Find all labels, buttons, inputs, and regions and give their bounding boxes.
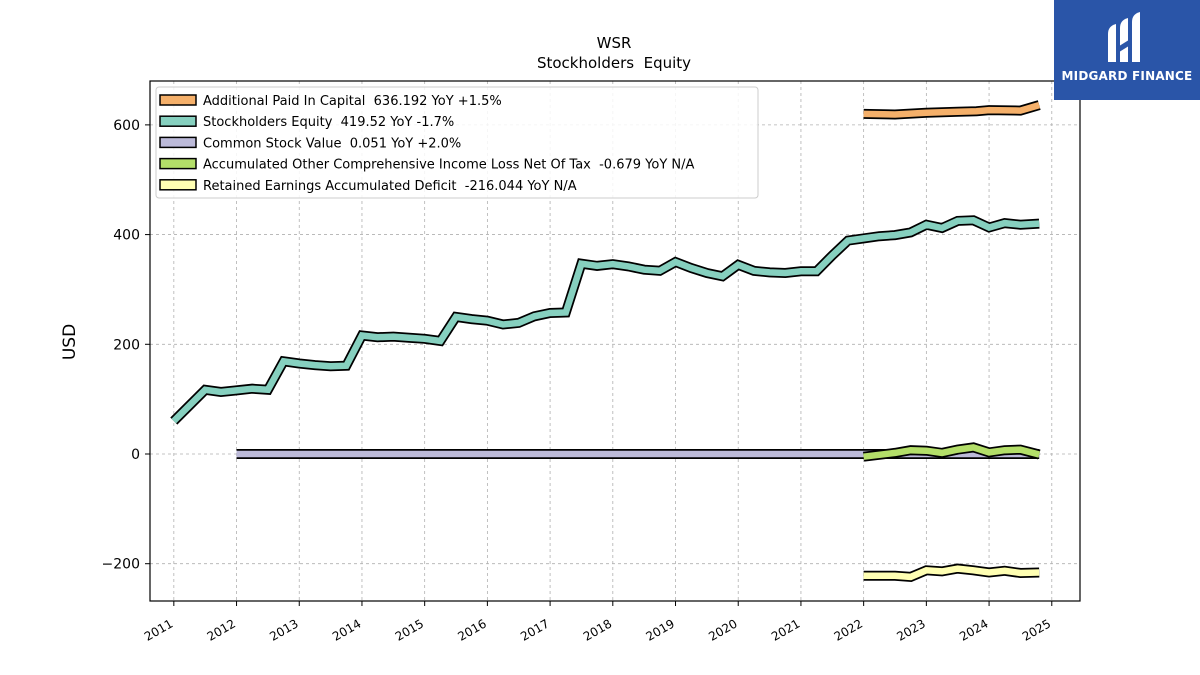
plot-frame [149,80,1081,602]
x-tick-label: 2022 [832,616,865,643]
x-tick-label: 2019 [644,616,677,643]
chart-title: WSR [597,34,632,52]
x-tick-label: 2015 [393,616,426,643]
chart-subtitle: Stockholders Equity [537,54,691,72]
legend-label-3: Accumulated Other Comprehensive Income L… [203,158,694,173]
legend-swatch-4 [159,179,197,191]
y-axis-label: USD [60,324,80,360]
legend: Additional Paid In Capital 636.192 YoY +… [155,86,759,199]
x-tick-label: 2017 [518,616,551,643]
x-tick-label: 2018 [581,616,614,643]
y-axis: −200 0 200 400 600 [102,118,150,573]
series-line-0 [863,101,1041,118]
legend-swatch-2 [159,136,197,149]
x-tick-label: 2013 [267,616,300,643]
midgard-logo-icon [1108,12,1140,62]
legend-box [155,86,759,199]
x-tick-label: 2016 [455,616,488,643]
x-tick-label: 2020 [706,616,739,643]
logo-text: MIDGARD FINANCE [1061,69,1193,83]
legend-label-1: Stockholders Equity 419.52 YoY -1.7% [203,115,454,130]
x-tick-label: 2023 [894,616,927,643]
legend-label-4: Retained Earnings Accumulated Deficit -2… [203,179,577,194]
y-tick-label: 400 [113,228,140,244]
series-line-3 [863,444,1041,460]
brand-logo: MIDGARD FINANCE [1054,0,1200,100]
series-line-1 [171,217,1040,424]
x-tick-label: 2024 [957,616,990,643]
x-tick-label: 2014 [330,616,363,643]
legend-label-0: Additional Paid In Capital 636.192 YoY +… [203,94,502,109]
x-axis: 2011 2012 2013 2014 2015 2016 2017 2018 2019 2020… [142,601,1053,644]
series-lines [170,100,1041,582]
x-tick-label: 2011 [142,616,175,643]
series-line-4 [863,565,1040,581]
legend-swatch-1 [159,115,197,127]
series-outline-1 [170,215,1040,425]
y-tick-label: 200 [113,337,140,353]
legend-swatch-3 [159,157,197,170]
x-tick-label: 2025 [1020,616,1053,643]
x-tick-label: 2021 [769,616,802,643]
y-tick-label: 600 [113,118,140,134]
legend-swatch-0 [159,94,197,106]
y-tick-label: −200 [102,557,140,573]
legend-label-2: Common Stock Value 0.051 YoY +2.0% [203,136,461,151]
x-tick-label: 2012 [205,616,238,643]
y-tick-label: 0 [131,447,140,463]
